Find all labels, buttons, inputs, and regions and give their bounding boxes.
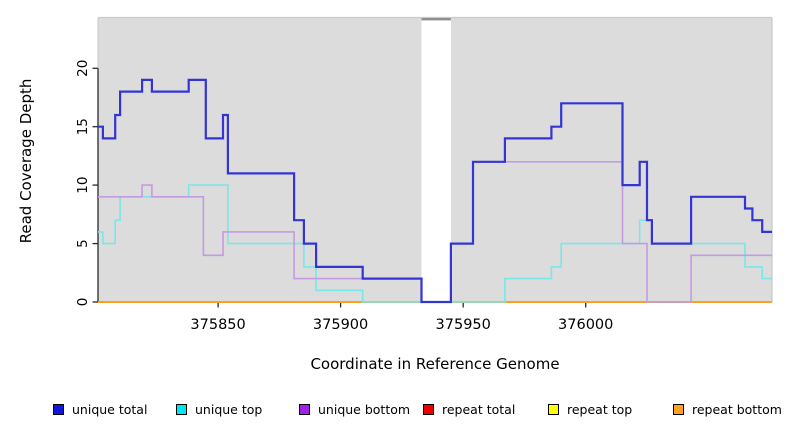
legend-label: repeat total [442, 401, 516, 417]
legend-swatch [299, 403, 310, 415]
legend-item-unique-total: unique total [53, 401, 147, 417]
legend-item-repeat-total: repeat total [423, 401, 515, 417]
legend: unique total unique top unique bottom repea… [0, 401, 792, 419]
x-tick-label: 376000 [558, 317, 613, 333]
legend-item-repeat-top: repeat top [548, 401, 632, 417]
legend-label: unique bottom [318, 401, 411, 417]
legend-swatch [423, 403, 434, 415]
zero-coverage-gap [421, 18, 451, 302]
legend-item-unique-bottom: unique bottom [299, 401, 410, 417]
x-tick-label: 375950 [436, 317, 491, 333]
y-tick-label: 20 [75, 60, 91, 77]
legend-label: unique top [195, 401, 263, 417]
legend-item-repeat-bottom: repeat bottom [673, 401, 782, 417]
legend-label: unique total [72, 401, 148, 417]
x-axis-title: Coordinate in Reference Genome [310, 355, 560, 373]
legend-swatch [548, 403, 559, 415]
y-tick-label: 5 [75, 239, 91, 248]
y-tick-label: 10 [75, 177, 91, 194]
series-unique-total [98, 78, 772, 304]
legend-label: repeat top [567, 401, 633, 417]
y-tick-label: 0 [75, 298, 91, 307]
y-tick-label: 15 [75, 118, 91, 135]
gap-top-cap [421, 18, 451, 21]
x-tick-label: 375850 [190, 317, 245, 333]
legend-label: repeat bottom [692, 401, 782, 417]
legend-swatch [673, 403, 684, 415]
legend-swatch [176, 403, 187, 415]
legend-swatch [53, 403, 64, 415]
legend-item-unique-top: unique top [176, 401, 262, 417]
y-axis-title: Read Coverage Depth [17, 78, 35, 244]
x-tick-label: 375900 [313, 317, 368, 333]
